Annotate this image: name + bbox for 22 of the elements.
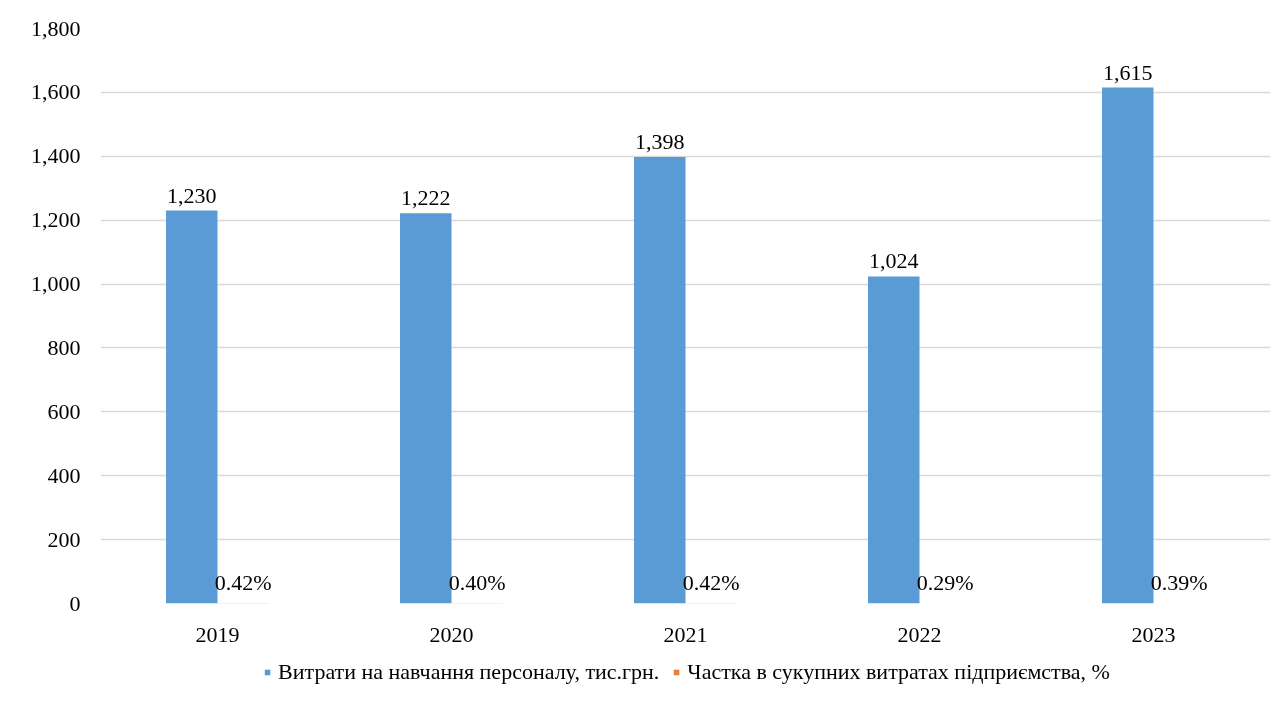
x-tick-label: 2021 [663,621,708,647]
y-tick-label: 1,000 [31,271,81,297]
legend-label: Витрати на навчання персоналу, тис.грн. [278,659,660,685]
y-tick-label: 200 [47,526,81,552]
y-tick-label: 600 [47,398,81,424]
y-tick-label: 1,800 [31,15,81,41]
x-tick-label: 2022 [897,621,942,647]
data-label: 1,230 [167,182,217,208]
data-label: 1,615 [1103,59,1153,85]
data-label: 1,398 [635,128,685,154]
x-tick-label: 2020 [429,621,474,647]
x-tick-label: 2019 [195,621,240,647]
legend-label: Частка в сукупних витратах підприємства, % [687,659,1110,685]
y-tick-label: 1,400 [31,143,81,169]
y-tick-label: 800 [47,334,81,360]
y-tick-label: 400 [47,462,81,488]
y-tick-label: 1,200 [31,207,81,233]
data-label: 1,024 [869,248,919,274]
y-tick-label: 0 [69,590,81,616]
data-label: 1,222 [401,185,451,211]
y-tick-label: 1,600 [31,79,81,105]
x-tick-label: 2023 [1131,621,1176,647]
